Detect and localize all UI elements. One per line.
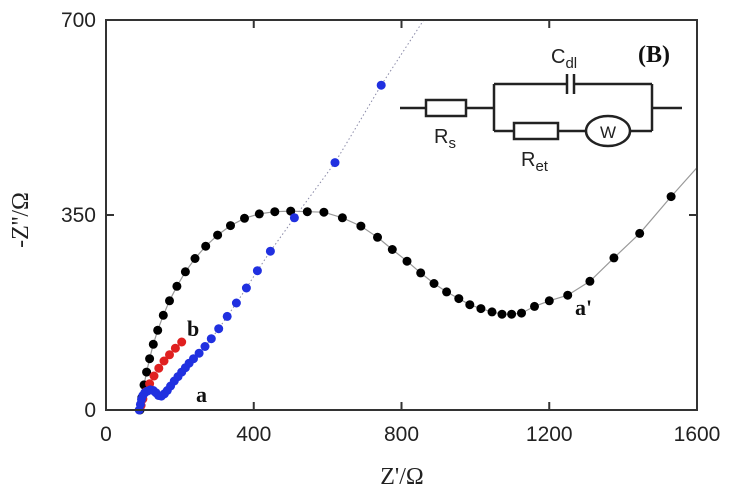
y-tick-label: 0 [84,399,96,422]
point-a-prime [416,268,426,278]
point-a-prime [544,296,554,306]
x-axis-title: Z'/Ω [380,464,424,490]
data-points [134,80,676,415]
point-b [165,350,174,360]
point-a-prime [319,207,329,217]
point-a [200,342,210,351]
point-a-prime [254,209,264,219]
point-a [189,354,198,364]
point-b [154,363,164,373]
point-a-prime [201,241,211,251]
x-tick-label: 1200 [526,423,573,446]
y-axis-title: -Z''/Ω [8,192,34,248]
point-a-prime [286,206,296,216]
label-rs: Rs [434,126,456,152]
point-a [330,158,340,168]
point-a-prime [270,207,280,217]
resistor-rs [424,98,468,118]
point-a-prime [165,296,174,306]
plot-frame [105,19,698,411]
point-a-prime [145,354,155,364]
label-ret: Ret [521,149,549,175]
point-a-prime [387,245,397,254]
series-label-a: a [196,382,207,407]
point-a-prime [585,276,595,286]
point-b [149,371,159,381]
point-a [231,298,241,308]
point-a-prime [429,279,439,288]
y-tick-label: 700 [61,9,96,32]
x-tick-label: 800 [384,423,419,446]
point-a-prime [666,192,676,202]
point-a [222,311,232,321]
point-a-prime [337,213,347,223]
point-a-prime [487,307,497,317]
point-a-prime [148,339,158,349]
x-tick-label: 400 [236,423,271,446]
axes [105,19,698,411]
point-a-prime [153,325,163,335]
point-a-prime [476,304,486,314]
x-tick-label: 1600 [674,423,721,446]
resistor-ret [512,121,560,141]
point-a-prime [213,230,223,240]
point-b [177,337,187,347]
tick-labels: 0 400 800 1200 1600 0 350 700 [61,9,720,446]
point-a [376,80,386,90]
y-tick-label: 350 [61,204,96,227]
panel-label: (B) [638,42,670,68]
label-w: W [600,123,616,142]
point-b [170,343,180,353]
point-a-prime [465,300,475,310]
point-a [194,348,204,358]
point-a [252,266,262,276]
point-a-prime [226,221,235,231]
point-a-prime [240,213,249,223]
point-a-prime [563,290,573,300]
point-a-prime [530,301,539,311]
point-b [159,356,169,366]
point-a-prime [609,253,619,263]
point-a-prime [507,309,517,319]
series-label-b: b [187,316,199,341]
fit-line-a-prime [139,167,698,411]
point-a [214,324,224,334]
point-a-prime [302,207,312,217]
point-a-prime [635,228,645,238]
point-a-prime [158,310,168,320]
label-cdl: Cdl [551,46,577,72]
fit-line-a [138,19,425,411]
point-a-prime [172,281,182,291]
point-a-prime [442,287,452,297]
point-a-prime [142,367,152,377]
fit-lines [138,19,698,411]
point-a-prime [497,309,507,319]
point-a-prime [517,308,526,318]
point-a [265,246,275,256]
point-a-prime [180,267,190,277]
equivalent-circuit-inset: (B) Rs Cdl Ret W [400,42,682,175]
point-a [289,213,299,223]
point-a-prime [402,256,412,266]
point-a-prime [373,232,382,242]
point-a-prime [190,254,200,263]
x-tick-label: 0 [100,423,112,446]
point-a [206,334,216,344]
point-a-prime [454,294,464,304]
series-label-a-prime: a' [575,295,592,320]
point-a [241,283,251,293]
point-a-prime [356,221,366,231]
